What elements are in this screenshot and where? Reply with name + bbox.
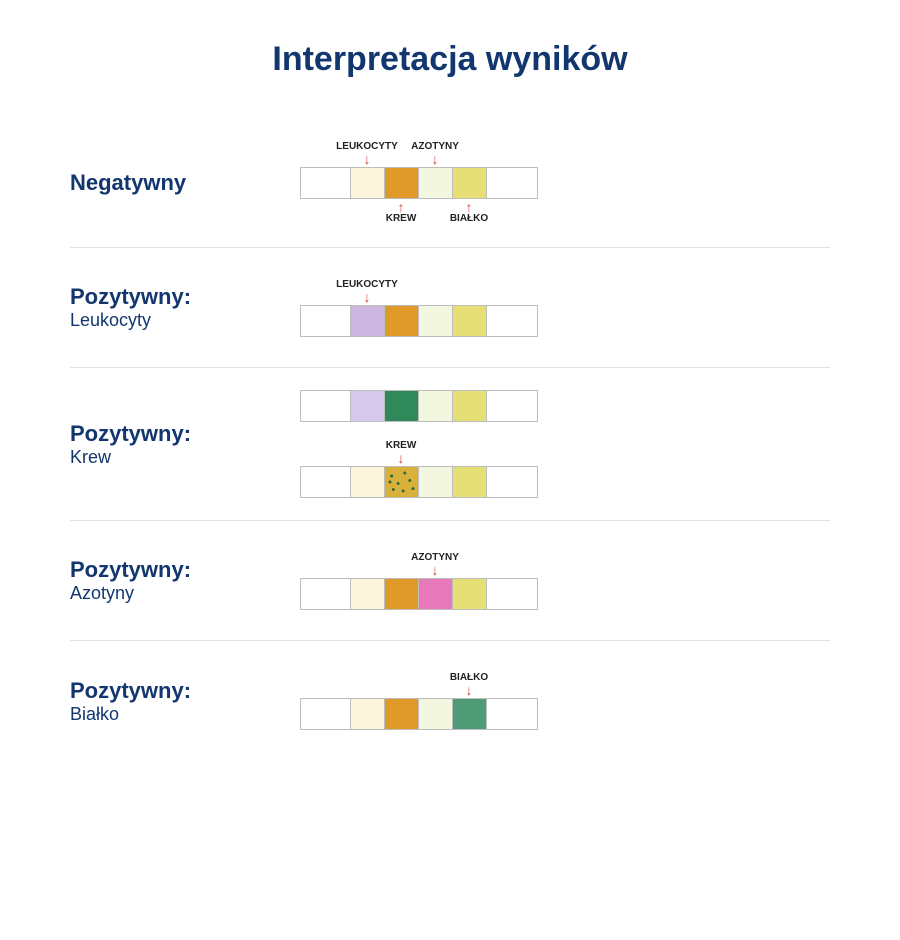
reagent-pad — [385, 306, 419, 336]
reagent-pad — [419, 168, 453, 198]
pad-annotation: KREW — [386, 441, 417, 465]
row-label: Negatywny — [70, 170, 300, 196]
test-strip — [300, 578, 538, 610]
strip-end-pad — [487, 306, 537, 336]
pad-annotation: BIAŁKO — [450, 673, 488, 697]
test-strip — [300, 390, 538, 422]
strip-block: LEUKOCYTY AZOTYNY KREW BIAŁKO — [300, 141, 538, 225]
row-subtitle: Białko — [70, 704, 300, 725]
annotation-text: BIAŁKO — [450, 214, 488, 224]
row-title: Pozytywny: — [70, 421, 300, 447]
reagent-pad — [351, 168, 385, 198]
pad-annotation: BIAŁKO — [450, 200, 488, 224]
reagent-pad — [419, 467, 453, 497]
reagent-pad — [385, 699, 419, 729]
pad-annotation: KREW — [386, 200, 417, 224]
strip-group: LEUKOCYTY AZOTYNY KREW BIAŁKO — [300, 141, 830, 225]
reagent-pad — [385, 168, 419, 198]
arrow-down-icon — [411, 563, 459, 577]
test-strip — [300, 305, 538, 337]
strip-block: AZOTYNY — [300, 552, 538, 610]
test-strip — [300, 698, 538, 730]
page-title: Interpretacja wyników — [0, 40, 900, 79]
test-strip — [300, 466, 538, 498]
reagent-pad — [453, 168, 487, 198]
row-title: Pozytywny: — [70, 557, 300, 583]
arrow-up-icon — [450, 200, 488, 214]
reagent-pad — [385, 467, 419, 497]
row-title: Pozytywny: — [70, 284, 300, 310]
strip-end-pad — [487, 168, 537, 198]
result-row: Pozytywny:Krew KREW — [70, 368, 830, 521]
strip-end-pad — [301, 467, 351, 497]
reagent-pad — [453, 467, 487, 497]
result-row: Pozytywny:Leukocyty LEUKOCYTY — [70, 248, 830, 368]
results-container: NegatywnyLEUKOCYTYAZOTYNYKREWBIAŁKOPozyt… — [0, 119, 900, 761]
strip-block: LEUKOCYTY — [300, 279, 538, 337]
row-subtitle: Leukocyty — [70, 310, 300, 331]
row-label: Pozytywny:Białko — [70, 678, 300, 725]
arrow-down-icon — [386, 451, 417, 465]
reagent-pad — [351, 391, 385, 421]
strip-end-pad — [301, 579, 351, 609]
row-subtitle: Krew — [70, 447, 300, 468]
reagent-pad — [351, 467, 385, 497]
arrow-down-icon — [336, 290, 398, 304]
test-strip — [300, 167, 538, 199]
strip-group: BIAŁKO — [300, 672, 830, 730]
reagent-pad — [419, 699, 453, 729]
result-row: Pozytywny:Białko BIAŁKO — [70, 641, 830, 761]
reagent-pad — [385, 579, 419, 609]
pad-annotation: AZOTYNY — [411, 142, 459, 166]
reagent-pad — [419, 579, 453, 609]
strip-block: KREW — [300, 440, 538, 498]
strip-end-pad — [301, 699, 351, 729]
row-label: Pozytywny:Leukocyty — [70, 284, 300, 331]
reagent-pad — [453, 699, 487, 729]
strip-end-pad — [301, 391, 351, 421]
result-row: Negatywny LEUKOCYTY AZOTYNY KREW BIAŁKO — [70, 119, 830, 248]
strip-group: AZOTYNY — [300, 552, 830, 610]
arrow-down-icon — [411, 152, 459, 166]
result-row: Pozytywny:Azotyny AZOTYNY — [70, 521, 830, 641]
row-subtitle: Azotyny — [70, 583, 300, 604]
row-label: Pozytywny:Krew — [70, 421, 300, 468]
strip-end-pad — [487, 391, 537, 421]
arrow-up-icon — [386, 200, 417, 214]
reagent-pad — [351, 699, 385, 729]
strip-end-pad — [487, 699, 537, 729]
reagent-pad — [351, 579, 385, 609]
annotation-text: KREW — [386, 214, 417, 224]
strip-group: LEUKOCYTY — [300, 279, 830, 337]
reagent-pad — [351, 306, 385, 336]
reagent-pad — [453, 579, 487, 609]
strip-end-pad — [487, 467, 537, 497]
arrow-down-icon — [336, 152, 398, 166]
reagent-pad — [453, 391, 487, 421]
strip-block: BIAŁKO — [300, 672, 538, 730]
reagent-pad — [453, 306, 487, 336]
row-label: Pozytywny:Azotyny — [70, 557, 300, 604]
row-title: Negatywny — [70, 170, 300, 196]
strip-block — [300, 390, 538, 422]
reagent-pad — [419, 391, 453, 421]
pad-annotation: AZOTYNY — [411, 553, 459, 577]
strip-group: KREW — [300, 390, 830, 498]
pad-annotation: LEUKOCYTY — [336, 280, 398, 304]
reagent-pad — [385, 391, 419, 421]
arrow-down-icon — [450, 683, 488, 697]
pad-annotation: LEUKOCYTY — [336, 142, 398, 166]
strip-end-pad — [301, 306, 351, 336]
reagent-pad — [419, 306, 453, 336]
strip-end-pad — [487, 579, 537, 609]
row-title: Pozytywny: — [70, 678, 300, 704]
strip-end-pad — [301, 168, 351, 198]
